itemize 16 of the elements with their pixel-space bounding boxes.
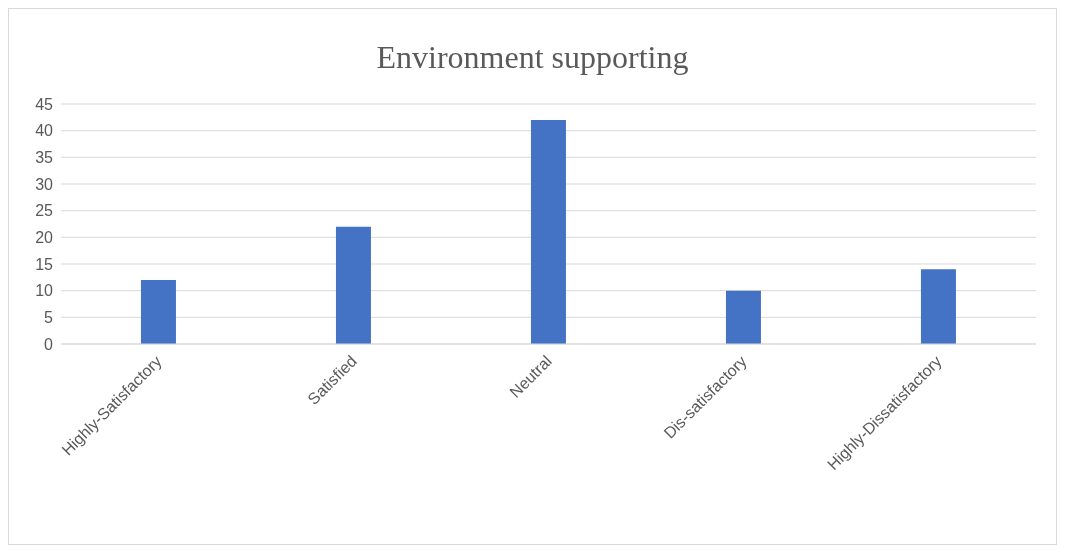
bar (530, 120, 566, 344)
bar (920, 269, 956, 344)
y-tick-label: 40 (35, 122, 54, 140)
y-tick-label: 30 (35, 175, 54, 193)
y-tick-label: 0 (44, 335, 54, 353)
y-tick-label: 25 (35, 202, 54, 220)
chart-title: Environment supporting (375, 38, 690, 77)
y-tick-label: 10 (35, 282, 54, 300)
bar (725, 290, 761, 344)
bar (140, 280, 176, 344)
bar (335, 226, 371, 344)
y-tick-label: 20 (35, 229, 54, 247)
y-tick-label: 35 (35, 149, 54, 167)
y-tick-label: 5 (44, 309, 54, 327)
y-tick-label: 15 (35, 255, 54, 273)
y-tick-label: 45 (35, 95, 54, 113)
